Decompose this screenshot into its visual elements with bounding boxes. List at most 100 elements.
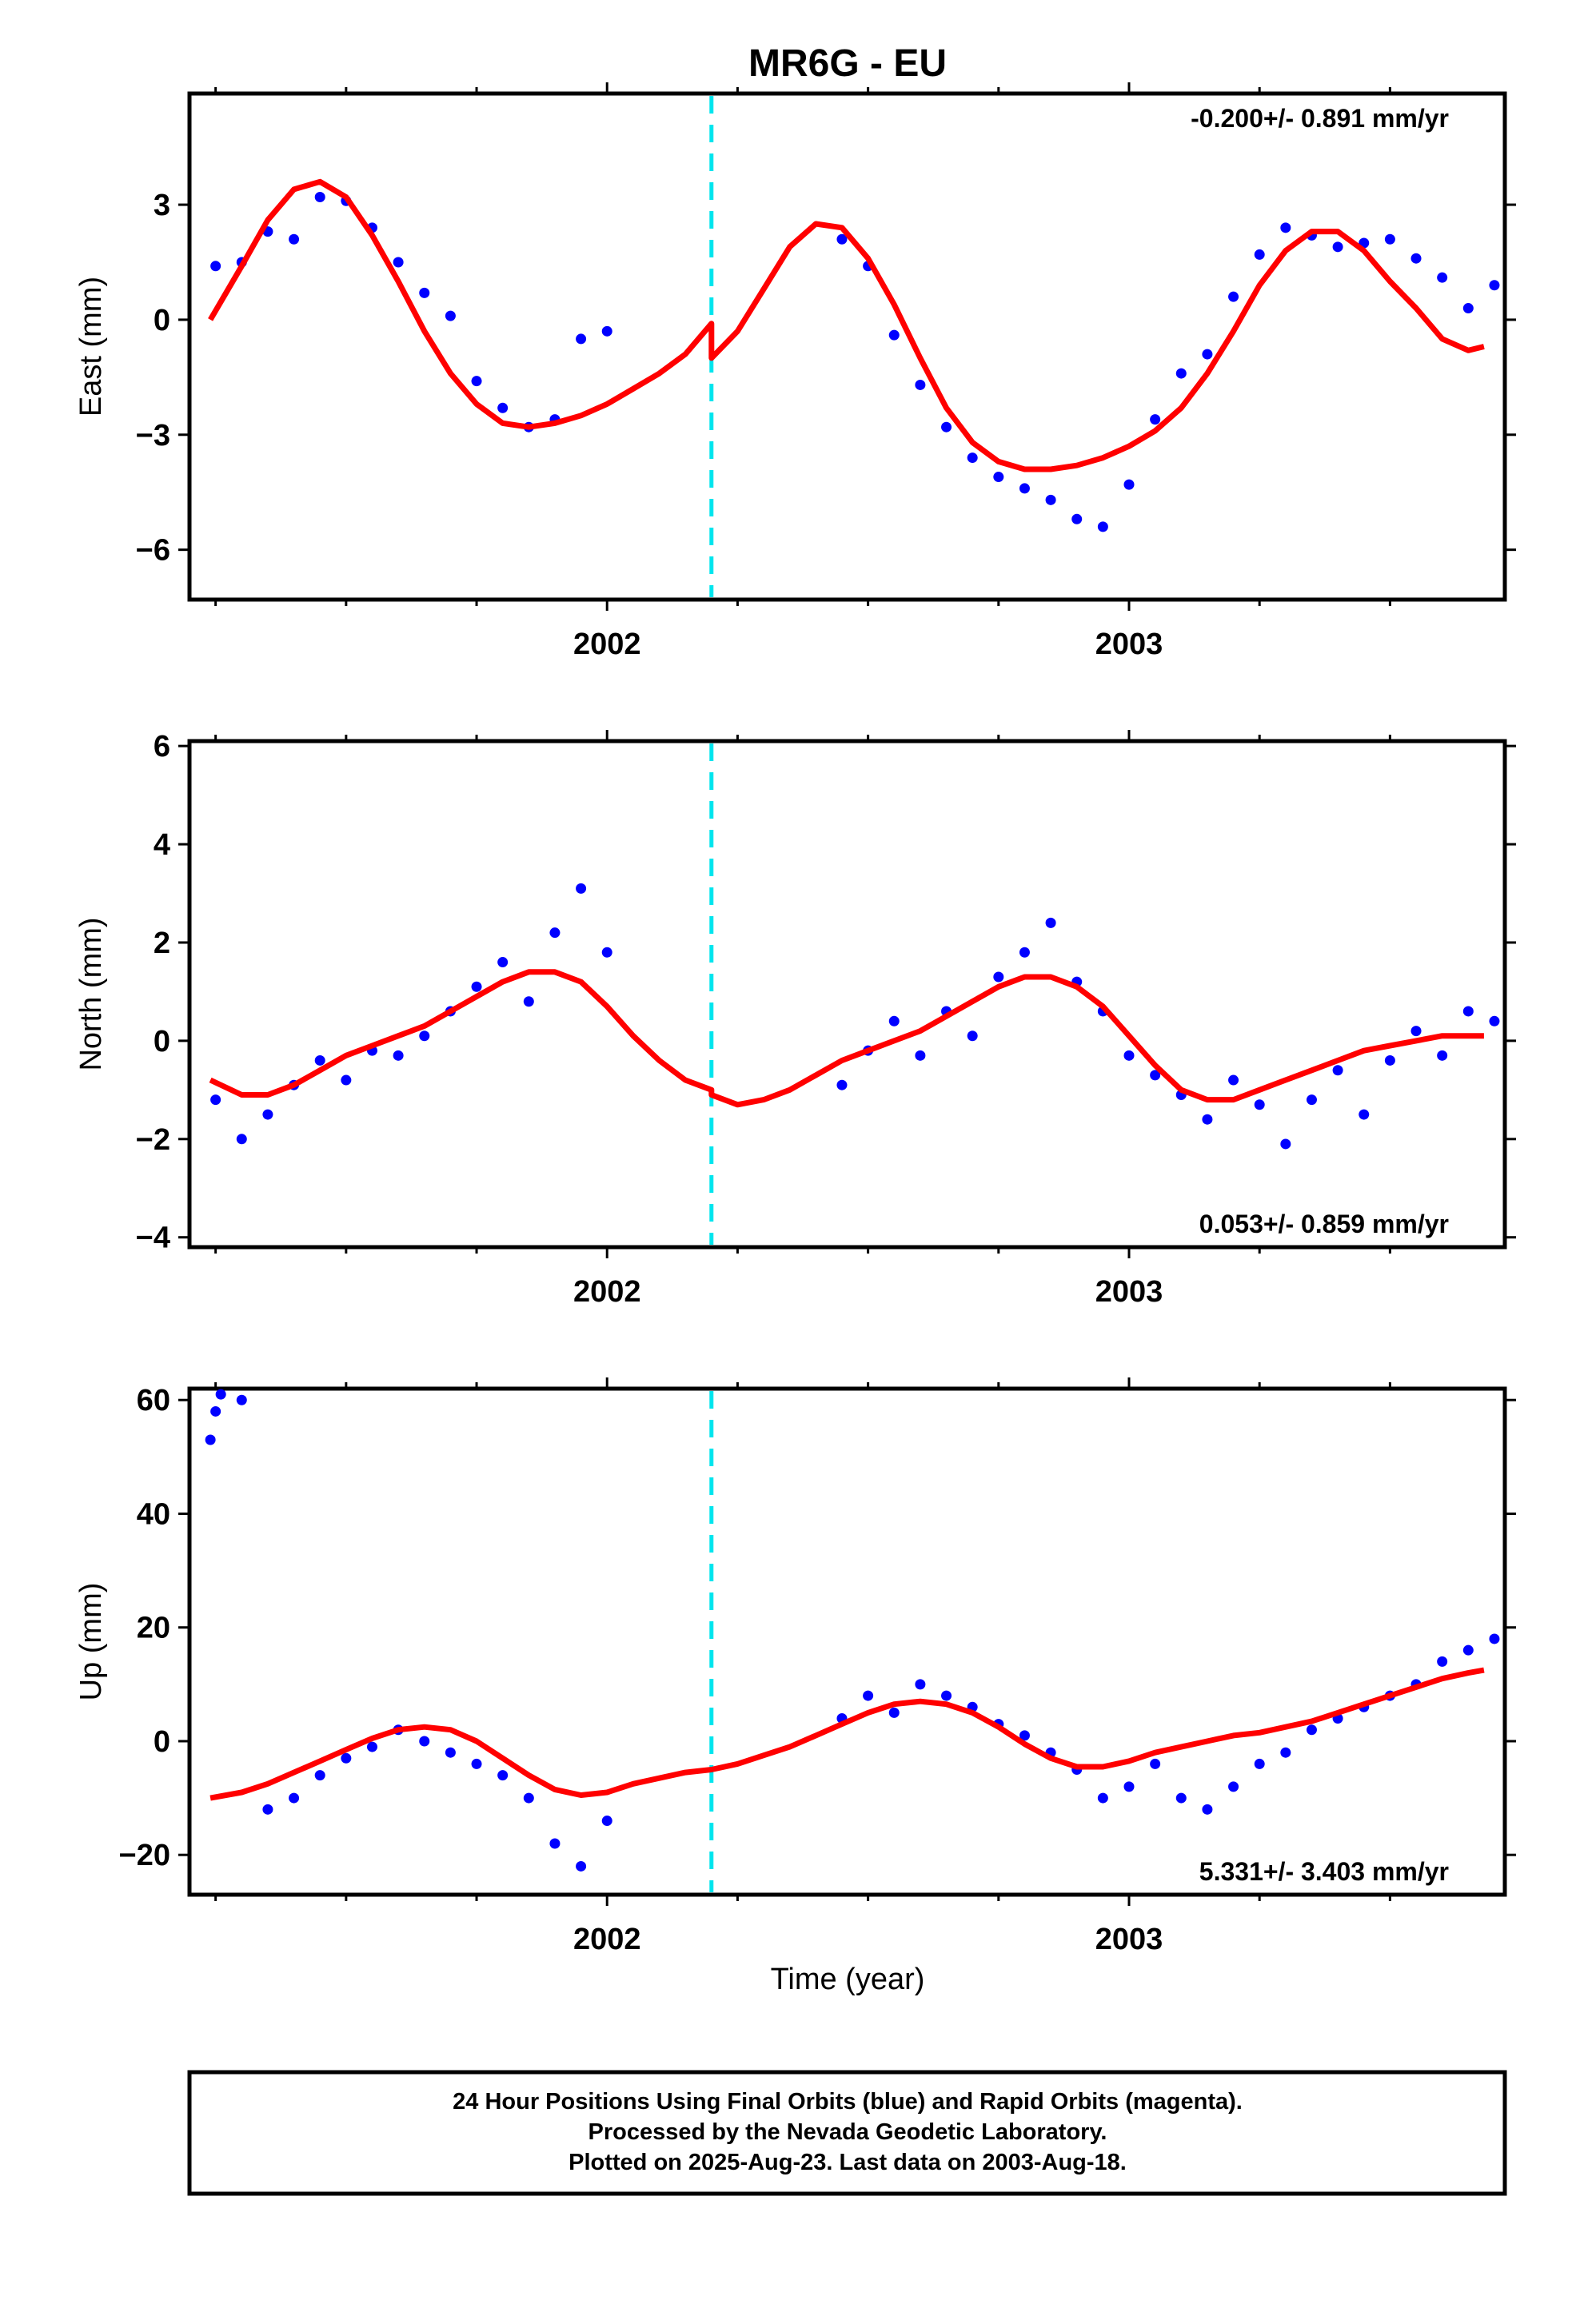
north-data-point xyxy=(1202,1114,1213,1125)
east-panel: 2002 2003 −6 −3 0 3 East (mm) -0.200+/- 0.891 m… xyxy=(74,82,1516,661)
east-y-tick-label: −3 xyxy=(136,419,170,452)
north-data-point xyxy=(1019,947,1030,958)
north-y-tick-label: 2 xyxy=(154,927,170,960)
east-data-point xyxy=(888,329,900,341)
east-data-point xyxy=(1202,349,1213,360)
east-data-point xyxy=(576,333,587,345)
north-data-point xyxy=(341,1074,352,1086)
east-data-point xyxy=(941,421,952,433)
footer-line-1: 24 Hour Positions Using Final Orbits (bl… xyxy=(453,2089,1243,2115)
up-data-point xyxy=(471,1758,482,1769)
east-data-point xyxy=(601,325,612,337)
up-data-point xyxy=(289,1792,300,1804)
east-data-point xyxy=(1437,272,1448,283)
up-data-point xyxy=(1228,1781,1239,1792)
east-data-point xyxy=(445,310,456,321)
north-data-point xyxy=(1462,1006,1474,1017)
north-data-point xyxy=(1410,1026,1422,1037)
east-data-point xyxy=(1123,479,1135,490)
up-data-point xyxy=(576,1860,587,1872)
up-data-point xyxy=(1097,1792,1108,1804)
east-data-point xyxy=(1489,280,1500,291)
east-y-tick-label: 0 xyxy=(154,304,170,337)
up-data-point xyxy=(262,1804,273,1815)
north-data-point xyxy=(967,1030,978,1042)
up-data-point xyxy=(419,1736,430,1747)
north-data-point xyxy=(1384,1054,1395,1066)
up-data-point xyxy=(497,1770,509,1781)
east-data-point xyxy=(836,233,848,245)
east-data-point xyxy=(1332,241,1343,253)
east-x-tick-label: 2002 xyxy=(573,628,641,661)
north-panel: 2002 2003 −4 −2 0 2 4 6 North (mm) 0.053+/- 0.859… xyxy=(74,730,1516,1309)
up-data-point xyxy=(888,1707,900,1718)
up-data-point xyxy=(341,1752,352,1764)
north-data-point xyxy=(419,1030,430,1042)
north-y-tick-label: −2 xyxy=(136,1123,170,1157)
north-plot-frame xyxy=(187,739,1507,1250)
up-data-point xyxy=(366,1741,377,1752)
north-y-tick-label: 6 xyxy=(154,730,170,763)
up-rate-label: 5.331+/- 3.403 mm/yr xyxy=(1199,1857,1449,1886)
up-data-point xyxy=(1019,1730,1030,1741)
footer-box: 24 Hour Positions Using Final Orbits (bl… xyxy=(187,2070,1507,2196)
up-data-point xyxy=(1462,1644,1474,1656)
north-data-point xyxy=(1254,1099,1265,1110)
x-axis-label: Time (year) xyxy=(771,1963,925,1996)
north-data-point xyxy=(497,957,509,968)
north-model-fit-line xyxy=(209,969,1484,1108)
east-data-point xyxy=(1384,233,1395,245)
up-y-tick-label: 20 xyxy=(137,1612,170,1645)
east-data-point xyxy=(915,379,926,390)
east-y-axis-label: East (mm) xyxy=(74,277,108,417)
up-y-axis-label: Up (mm) xyxy=(74,1583,108,1701)
up-x-tick-label: 2002 xyxy=(573,1923,641,1956)
north-data-point xyxy=(236,1134,247,1145)
north-data-point xyxy=(262,1109,273,1120)
east-y-tick-label: −6 xyxy=(136,534,170,568)
east-data-point xyxy=(1097,521,1108,532)
up-data-point xyxy=(1150,1758,1161,1769)
east-data-point xyxy=(1019,483,1030,494)
up-data-point xyxy=(314,1770,325,1781)
east-data-point xyxy=(1228,291,1239,302)
east-data-point xyxy=(393,257,404,268)
east-data-point xyxy=(314,191,325,202)
east-model-fit-line xyxy=(208,178,1485,472)
east-plot-frame xyxy=(187,91,1507,602)
east-data-point xyxy=(1280,222,1291,233)
east-data-points xyxy=(210,191,1500,532)
up-y-tick-label: −20 xyxy=(119,1839,170,1872)
east-data-point xyxy=(419,287,430,298)
up-y-tick-label: 40 xyxy=(137,1497,170,1531)
east-data-point xyxy=(1462,303,1474,314)
north-data-point xyxy=(523,996,534,1007)
up-data-point xyxy=(915,1679,926,1690)
up-data-point xyxy=(1123,1781,1135,1792)
north-data-point xyxy=(993,971,1004,983)
up-model-fit-line xyxy=(209,1667,1485,1801)
up-data-point xyxy=(1280,1747,1291,1758)
north-data-point xyxy=(836,1079,848,1090)
north-x-tick-label: 2003 xyxy=(1095,1275,1163,1309)
east-x-tick-label: 2003 xyxy=(1095,628,1163,661)
east-data-point xyxy=(289,233,300,245)
north-data-point xyxy=(1306,1094,1317,1106)
up-data-point xyxy=(1437,1656,1448,1667)
up-data-point xyxy=(1254,1758,1265,1769)
up-data-point xyxy=(1202,1804,1213,1815)
east-y-tick-label: 3 xyxy=(154,189,170,222)
east-data-point xyxy=(993,472,1004,483)
north-data-point xyxy=(888,1015,900,1026)
north-data-point xyxy=(1045,917,1056,928)
north-data-point xyxy=(471,981,482,992)
footer-line-2: Processed by the Nevada Geodetic Laborat… xyxy=(589,2119,1107,2145)
up-data-point xyxy=(601,1816,612,1827)
north-data-point xyxy=(1332,1065,1343,1076)
up-data-point xyxy=(445,1747,456,1758)
north-data-point xyxy=(1280,1138,1291,1150)
north-rate-label: 0.053+/- 0.859 mm/yr xyxy=(1199,1210,1449,1238)
up-data-point xyxy=(941,1690,952,1701)
